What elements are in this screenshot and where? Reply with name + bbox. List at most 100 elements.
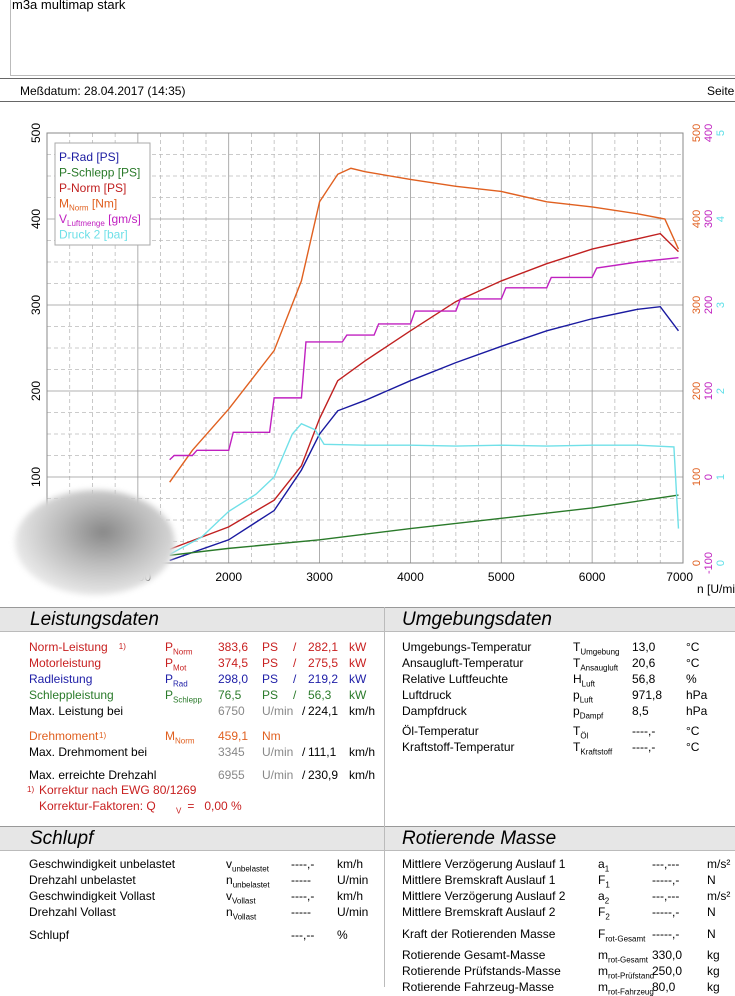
symbol-letter: P [165, 688, 174, 702]
symbol: mrot-Gesamt [598, 948, 648, 964]
series-line-m [169, 167, 680, 483]
symbol-letter: m [598, 980, 608, 994]
row-label: Ansaugluft-Temperatur [402, 656, 524, 670]
value-1: 76,5 [218, 688, 242, 702]
symbol-subscript: 2 [604, 896, 610, 906]
legend-entry: P-Rad [PS] [59, 150, 119, 164]
unit: N [707, 927, 716, 941]
row-label: Rotierende Fahrzeug-Masse [402, 980, 555, 994]
value: 330,0 [652, 948, 683, 962]
x-tick-label: 2000 [215, 570, 242, 584]
x-tick-label: 4000 [397, 570, 424, 584]
value: 80,0 [652, 980, 676, 994]
symbol: TÖl [573, 724, 588, 740]
unit: °C [686, 656, 700, 670]
row-label: Motorleistung [29, 656, 102, 670]
separator: / [293, 640, 297, 654]
separator: / [293, 672, 297, 686]
right-axis-tick-label: 3 [715, 302, 727, 308]
symbol-letter: v [226, 857, 232, 871]
x-tick-label: 6000 [579, 570, 606, 584]
section-title: Schlupf [0, 827, 385, 851]
row-label: Drehzahl Vollast [29, 905, 116, 919]
value-2: 224,1 [308, 704, 339, 718]
correction-value: = 0,00 % [184, 799, 242, 813]
correction-label: Korrektur-Faktoren: Q [39, 799, 156, 813]
unit: N [707, 873, 716, 887]
footnote-mark: 1) [27, 785, 35, 794]
unit: °C [686, 724, 700, 738]
unit-1: U/min [262, 745, 294, 759]
value-1: 3345 [218, 745, 245, 759]
symbol-letter: M [165, 729, 175, 743]
right-axis-tick-label: 400 [691, 210, 703, 228]
value-2: 230,9 [308, 768, 339, 782]
symbol: a1 [598, 857, 609, 873]
symbol-subscript: 1 [604, 864, 610, 874]
symbol-letter: T [573, 640, 581, 654]
value-1: 383,6 [218, 640, 249, 654]
legend-entry: Druck 2 [bar] [59, 228, 128, 242]
symbol: nunbelastet [226, 873, 270, 889]
right-axis-tick-label: 200 [691, 382, 703, 400]
value: ----- [291, 905, 311, 919]
symbol-subscript: 1 [605, 880, 610, 890]
section-schlupf: Schlupf [0, 826, 385, 851]
right-axis-tick-label: 300 [703, 210, 715, 228]
symbol: nVollast [226, 905, 256, 921]
unit-1: PS [262, 656, 279, 670]
symbol-subscript: rot-Gesamt [608, 955, 649, 965]
legend-entry: P-Schlepp [PS] [59, 166, 140, 180]
right-axis-tick-label: -100 [703, 552, 715, 574]
subscript: V [176, 806, 182, 816]
row-label: Geschwindigkeit Vollast [29, 889, 156, 903]
value-1: 374,5 [218, 656, 249, 670]
y-tick-label: 500 [29, 123, 43, 143]
value: 20,6 [632, 656, 656, 670]
symbol-subscript: Umgebung [580, 647, 620, 657]
value-1: 298,0 [218, 672, 249, 686]
symbol-letter: T [573, 724, 581, 738]
symbol: PNorm [165, 640, 193, 656]
row-label: Geschwindigkeit unbelastet [29, 857, 176, 871]
right-axis-tick-label: 5 [715, 130, 727, 136]
row-label: Kraftstoff-Temperatur [402, 740, 515, 754]
row-label: Relative Luftfeuchte [402, 672, 509, 686]
symbol-letter: P [165, 672, 174, 686]
unit: kg [707, 964, 720, 978]
symbol-letter: T [573, 656, 581, 670]
symbol: vunbelastet [226, 857, 269, 873]
row-label: Mittlere Verzögerung Auslauf 2 [402, 889, 566, 903]
unit: °C [686, 740, 700, 754]
value: ----- [291, 873, 311, 887]
series-line-p-rad [169, 305, 680, 562]
x-tick-label: 5000 [488, 570, 515, 584]
section-title: Leistungsdaten [0, 608, 385, 632]
row-label: Dampfdruck [402, 704, 467, 718]
symbol-subscript: Norm [175, 736, 195, 746]
row-label: Max. Drehmoment bei [29, 745, 148, 759]
unit: kg [707, 948, 720, 962]
value: 56,8 [632, 672, 656, 686]
unit-1: Nm [262, 729, 281, 743]
unit: km/h [337, 857, 364, 871]
unit-1: PS [262, 688, 279, 702]
row-label: Mittlere Bremskraft Auslauf 1 [402, 873, 556, 887]
symbol: pDampf [573, 704, 603, 720]
right-axis-tick-label: 2 [715, 388, 727, 394]
plot-frame [46, 132, 684, 564]
value: ----,- [632, 740, 656, 754]
row-label: Drehmoment [29, 729, 99, 743]
unit-1: U/min [262, 704, 294, 718]
section-title: Rotierende Masse [385, 827, 735, 851]
legend: P-Rad [PS] P-Schlepp [PS]P-Norm [PS] MNorm… [54, 142, 151, 246]
date-bar: Meßdatum: 28.04.2017 (14:35) Seite [0, 78, 735, 102]
right-axis-tick-label: 400 [703, 124, 715, 142]
symbol-letter: n [226, 873, 233, 887]
unit-1: U/min [262, 768, 294, 782]
row-label: Kraft der Rotierenden Masse [402, 927, 556, 941]
symbol-letter: m [598, 948, 608, 962]
row-label: Umgebungs-Temperatur [402, 640, 532, 654]
symbol-subscript: 2 [605, 912, 610, 922]
unit-2: km/h [349, 745, 376, 759]
